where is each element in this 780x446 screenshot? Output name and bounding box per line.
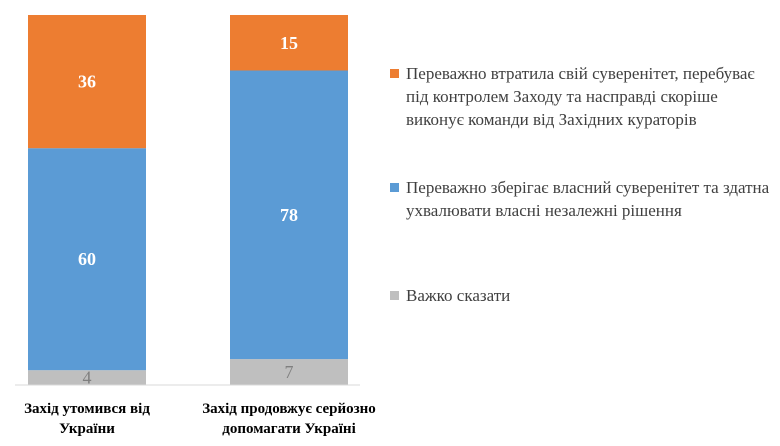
category-label-1-line-2: України [59, 421, 115, 437]
bar-segment-hard-to-say-1 [28, 370, 146, 385]
data-label-lost-sovereignty-1: 36 [78, 72, 96, 92]
bar-segment-lost-sovereignty-2 [230, 15, 348, 71]
legend-item-hard-to-say: Важко сказати [390, 284, 775, 307]
bar-segment-hard-to-say-2 [230, 359, 348, 385]
bars-group: 4 60 36 7 78 15 [28, 15, 348, 388]
bar-segment-keeps-sovereignty-2 [230, 70, 348, 360]
category-label-2-line-2: допомагати Україні [222, 421, 355, 437]
legend-swatch-blue [390, 183, 399, 192]
legend-swatch-gray [390, 291, 399, 300]
legend-text-hard-to-say: Важко сказати [406, 286, 511, 305]
legend-text-lost-sovereignty: Переважно втратила свій суверенітет, пер… [406, 64, 755, 129]
bar-segment-keeps-sovereignty-1 [28, 148, 146, 371]
legend-swatch-orange [390, 69, 399, 78]
data-label-keeps-sovereignty-1: 60 [78, 249, 96, 269]
legend-item-keeps-sovereignty: Переважно зберігає власний суверенітет т… [390, 176, 775, 222]
data-label-hard-to-say-2: 7 [285, 362, 294, 382]
category-label-1-line-1: Захід утомився від [24, 401, 150, 417]
data-label-hard-to-say-1: 4 [83, 368, 92, 388]
category-label-2-line-1: Захід продовжує серйозно [202, 401, 376, 417]
data-label-keeps-sovereignty-2: 78 [280, 205, 298, 225]
bar-segment-lost-sovereignty-1 [28, 15, 146, 149]
data-label-lost-sovereignty-2: 15 [280, 33, 298, 53]
legend-text-keeps-sovereignty: Переважно зберігає власний суверенітет т… [406, 178, 770, 220]
legend-item-lost-sovereignty: Переважно втратила свій суверенітет, пер… [390, 62, 775, 131]
category-labels-group: Захід утомився від України Захід продовжує… [24, 401, 376, 437]
